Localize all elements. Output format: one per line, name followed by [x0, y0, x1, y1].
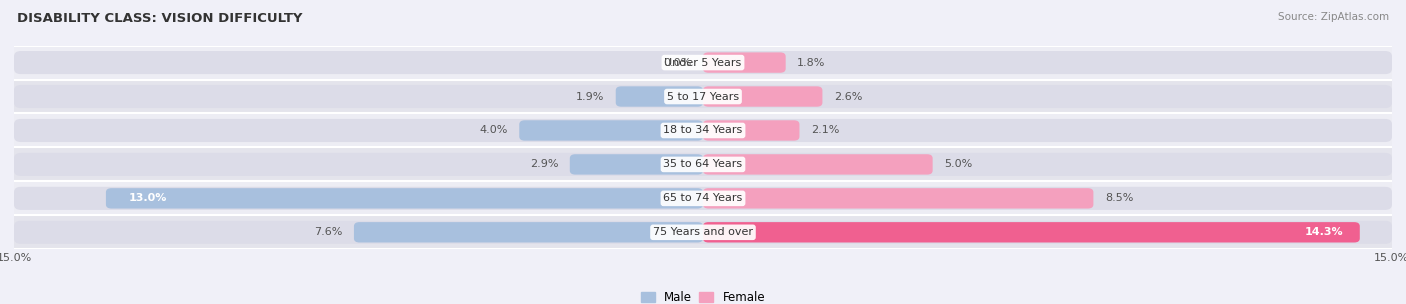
Text: 5 to 17 Years: 5 to 17 Years — [666, 92, 740, 102]
Bar — [14, 147, 1392, 181]
FancyBboxPatch shape — [14, 51, 1392, 74]
Text: 0.0%: 0.0% — [664, 57, 692, 67]
FancyBboxPatch shape — [703, 52, 786, 73]
Text: 18 to 34 Years: 18 to 34 Years — [664, 126, 742, 136]
Text: Source: ZipAtlas.com: Source: ZipAtlas.com — [1278, 12, 1389, 22]
FancyBboxPatch shape — [14, 85, 1392, 108]
Text: 75 Years and over: 75 Years and over — [652, 227, 754, 237]
Text: 2.6%: 2.6% — [834, 92, 862, 102]
FancyBboxPatch shape — [703, 120, 800, 141]
Text: DISABILITY CLASS: VISION DIFFICULTY: DISABILITY CLASS: VISION DIFFICULTY — [17, 12, 302, 25]
Text: 1.9%: 1.9% — [576, 92, 605, 102]
Text: 5.0%: 5.0% — [945, 159, 973, 169]
Text: 4.0%: 4.0% — [479, 126, 508, 136]
FancyBboxPatch shape — [14, 187, 1392, 210]
Text: 14.3%: 14.3% — [1305, 227, 1344, 237]
FancyBboxPatch shape — [519, 120, 703, 141]
Text: 8.5%: 8.5% — [1105, 193, 1133, 203]
Bar — [14, 113, 1392, 147]
Text: 2.9%: 2.9% — [530, 159, 558, 169]
FancyBboxPatch shape — [703, 222, 1360, 243]
FancyBboxPatch shape — [14, 119, 1392, 142]
FancyBboxPatch shape — [616, 86, 703, 107]
Bar — [14, 215, 1392, 249]
FancyBboxPatch shape — [354, 222, 703, 243]
FancyBboxPatch shape — [14, 221, 1392, 244]
FancyBboxPatch shape — [703, 154, 932, 174]
FancyBboxPatch shape — [105, 188, 703, 209]
FancyBboxPatch shape — [14, 153, 1392, 176]
Legend: Male, Female: Male, Female — [636, 286, 770, 304]
FancyBboxPatch shape — [569, 154, 703, 174]
Text: 1.8%: 1.8% — [797, 57, 825, 67]
Text: 65 to 74 Years: 65 to 74 Years — [664, 193, 742, 203]
Text: 7.6%: 7.6% — [314, 227, 343, 237]
Text: 2.1%: 2.1% — [811, 126, 839, 136]
FancyBboxPatch shape — [703, 188, 1094, 209]
Text: 13.0%: 13.0% — [129, 193, 167, 203]
Text: Under 5 Years: Under 5 Years — [665, 57, 741, 67]
Bar — [14, 80, 1392, 113]
Bar — [14, 46, 1392, 80]
Text: 35 to 64 Years: 35 to 64 Years — [664, 159, 742, 169]
Bar — [14, 181, 1392, 215]
FancyBboxPatch shape — [703, 86, 823, 107]
